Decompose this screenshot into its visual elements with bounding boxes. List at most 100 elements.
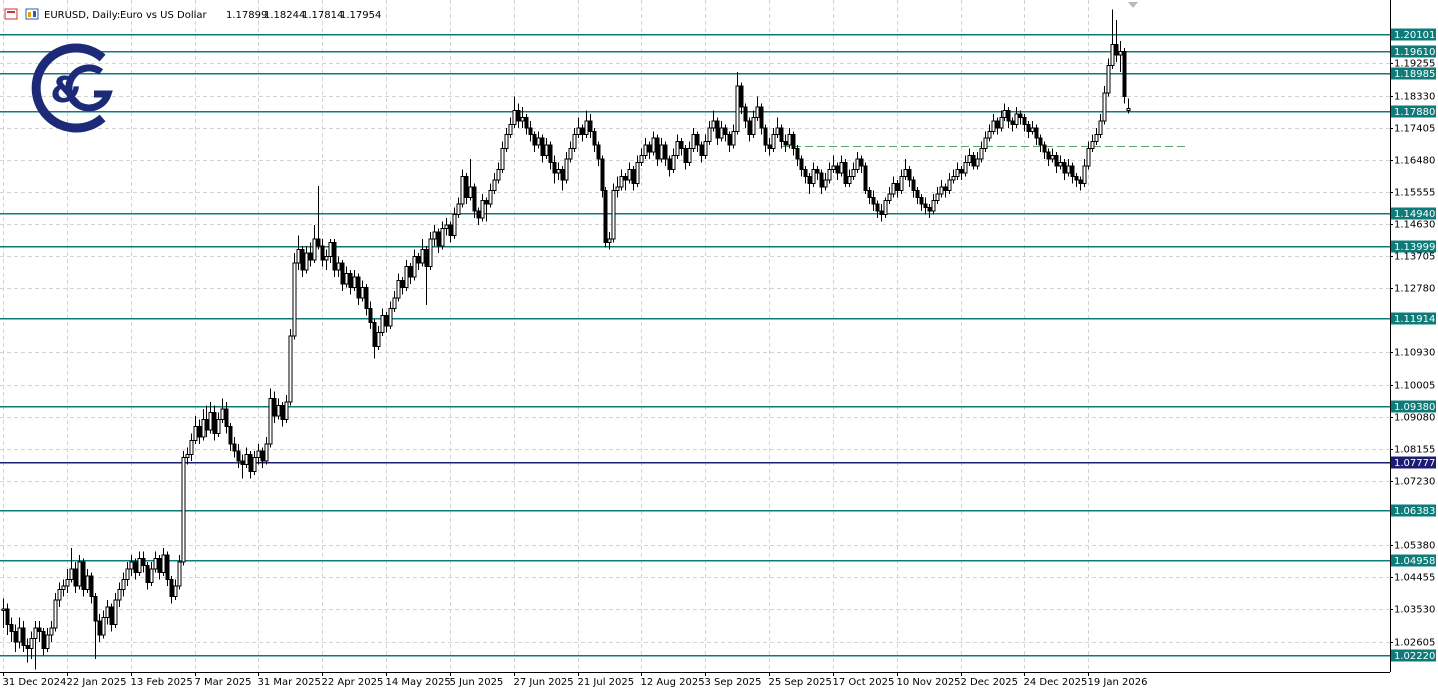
candle-body [13, 630, 18, 643]
candle-body [288, 335, 293, 403]
candle-body [603, 189, 608, 243]
candle-body [975, 158, 980, 167]
candle-body [540, 137, 545, 157]
candle-body [827, 168, 832, 181]
candle-body [1054, 155, 1059, 167]
candle-body [352, 276, 357, 289]
candle-body [121, 578, 126, 591]
candle-body [787, 134, 792, 146]
candle-body [1086, 148, 1091, 167]
candle-body [835, 165, 840, 174]
candle-body [444, 224, 449, 230]
y-tick-label: 1.18330 [1394, 92, 1435, 103]
candle-body [496, 168, 501, 181]
candle-body [1098, 120, 1103, 136]
level-label: 1.09380 [1394, 402, 1435, 413]
candle-body [843, 162, 848, 184]
candle-body [596, 144, 601, 160]
candle-body [85, 575, 90, 591]
candle-body [528, 127, 533, 136]
candle-body [580, 127, 585, 136]
candle-body [995, 120, 1000, 129]
candle-body [468, 186, 473, 198]
candle-body [759, 106, 764, 129]
candle-body [472, 186, 477, 212]
candle-body [667, 158, 672, 170]
candle-body [404, 266, 409, 289]
candle-body [951, 175, 956, 181]
candle-body [1062, 162, 1067, 174]
candle-body [29, 637, 34, 650]
x-tick-label: 22 Apr 2025 [322, 677, 384, 688]
candle-body [248, 453, 253, 473]
candle-body [193, 425, 198, 441]
symbol: EURUSD, Daily: [44, 10, 120, 21]
candle-body [320, 245, 325, 261]
candle-body [887, 193, 892, 202]
candle-body [1074, 175, 1079, 181]
level-label-box [1391, 45, 1436, 58]
candle-body [903, 168, 908, 177]
candle-body [328, 241, 333, 257]
candle-body [615, 186, 620, 191]
y-tick-label: 1.17405 [1394, 124, 1435, 135]
candle-body [332, 241, 337, 271]
candle-body [659, 144, 664, 160]
level-label: 1.17880 [1394, 107, 1435, 118]
candle-body [675, 141, 680, 157]
candle-body [512, 109, 517, 125]
level-label: 1.07777 [1394, 458, 1435, 469]
level-label: 1.13999 [1394, 242, 1435, 253]
x-tick-label: 3 Sep 2025 [705, 677, 762, 688]
candle-body [252, 457, 257, 473]
candle-body [21, 627, 26, 646]
candle-body [767, 144, 772, 150]
candle-body [97, 620, 102, 636]
candle-body [133, 561, 138, 573]
candle-body [432, 231, 437, 240]
candle-body [424, 248, 429, 268]
header-icon-bar [28, 12, 31, 17]
y-tick-label: 1.04455 [1394, 573, 1435, 584]
header-icon [4, 8, 18, 20]
candle-body [1002, 109, 1007, 118]
logo-inner-arc [65, 64, 113, 112]
candle-body [212, 412, 217, 434]
candle-body [807, 175, 812, 184]
candle-body [576, 127, 581, 136]
y-tick-label: 1.15555 [1394, 188, 1435, 199]
logo-outer-arc [31, 43, 106, 133]
levels [0, 33, 1390, 657]
candle-body [161, 554, 166, 573]
candle-body [815, 168, 820, 174]
candle-body [1030, 127, 1035, 132]
candle-body [57, 589, 62, 601]
candle-body [967, 155, 972, 164]
candle-body [931, 200, 936, 212]
candle-body [368, 307, 373, 323]
x-tick-label: 5 Jun 2025 [450, 677, 504, 688]
candle-body [388, 307, 393, 327]
candle-body [839, 162, 844, 174]
candle-body [647, 144, 652, 153]
candle-body [69, 568, 74, 580]
candle-body [276, 405, 281, 417]
candle-body [25, 644, 30, 650]
x-tick-label: 12 Aug 2025 [641, 677, 705, 688]
candle-body [619, 175, 624, 188]
candle-body [376, 332, 381, 348]
candle-body [504, 134, 509, 150]
candle-body [731, 130, 736, 146]
candle-body [779, 127, 784, 143]
candle-body [959, 168, 964, 174]
candle-body [1014, 113, 1019, 125]
candle-body [635, 162, 640, 184]
candle-body [588, 120, 593, 132]
candle-body [244, 453, 249, 466]
candle-body [149, 568, 154, 584]
candle-body [256, 450, 261, 459]
candle-body [687, 148, 692, 164]
